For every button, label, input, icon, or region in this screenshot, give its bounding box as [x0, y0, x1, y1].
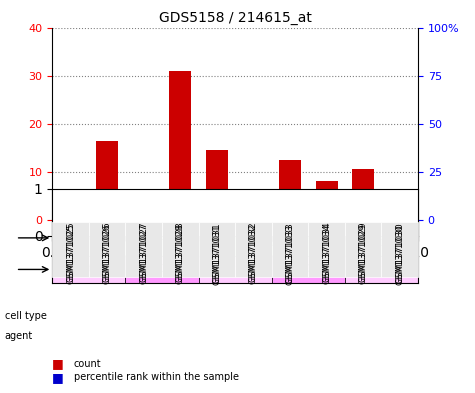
Text: GSM1371033: GSM1371033 — [285, 222, 294, 283]
Text: control: control — [364, 264, 399, 274]
Text: EtOH: EtOH — [150, 264, 174, 274]
Text: GSM1371034: GSM1371034 — [322, 222, 331, 283]
Text: undifferentiated
H1 hESC parent: undifferentiated H1 hESC parent — [345, 228, 418, 248]
Text: ■: ■ — [52, 357, 64, 370]
Text: cell type: cell type — [5, 311, 47, 321]
Text: count: count — [74, 358, 101, 369]
FancyBboxPatch shape — [272, 256, 345, 283]
Bar — [249, 216, 258, 220]
Bar — [285, 204, 294, 220]
Bar — [389, 200, 411, 220]
Bar — [322, 206, 331, 220]
FancyBboxPatch shape — [125, 256, 199, 283]
Text: GSM1371028: GSM1371028 — [176, 222, 185, 283]
Text: differentiated neural rosettes: differentiated neural rosettes — [58, 233, 192, 242]
Bar — [59, 217, 82, 220]
Text: control: control — [218, 264, 252, 274]
Text: GSM1371031: GSM1371031 — [212, 222, 221, 283]
Text: GSM1371027: GSM1371027 — [139, 224, 148, 285]
Bar — [169, 71, 191, 220]
Text: GSM1371032: GSM1371032 — [249, 224, 258, 285]
FancyBboxPatch shape — [345, 220, 418, 256]
Text: GSM1371026: GSM1371026 — [103, 222, 112, 283]
Bar — [212, 204, 221, 220]
Bar — [315, 182, 338, 220]
Bar — [133, 189, 155, 220]
Text: GSM1371025: GSM1371025 — [66, 224, 75, 285]
Text: agent: agent — [5, 331, 33, 341]
Text: GSM1371028: GSM1371028 — [176, 224, 185, 285]
Text: differentiated neural
progenitor cells: differentiated neural progenitor cells — [225, 228, 319, 248]
Bar — [96, 141, 118, 220]
Bar — [352, 169, 374, 220]
Text: control: control — [72, 264, 106, 274]
Text: EtOH: EtOH — [296, 264, 321, 274]
Bar — [103, 202, 112, 220]
Text: ■: ■ — [52, 371, 64, 384]
Bar — [66, 218, 75, 220]
Text: GSM1371030: GSM1371030 — [395, 224, 404, 285]
FancyBboxPatch shape — [199, 256, 272, 283]
Text: GSM1371027: GSM1371027 — [139, 222, 148, 283]
Text: GSM1371029: GSM1371029 — [359, 222, 368, 283]
Bar — [359, 204, 368, 220]
Text: GSM1371030: GSM1371030 — [395, 222, 404, 283]
Text: GSM1371026: GSM1371026 — [103, 224, 112, 285]
FancyBboxPatch shape — [52, 220, 199, 256]
FancyBboxPatch shape — [52, 256, 125, 283]
FancyBboxPatch shape — [199, 220, 345, 256]
Text: GSM1371029: GSM1371029 — [359, 224, 368, 285]
Bar — [206, 150, 228, 220]
FancyBboxPatch shape — [345, 256, 418, 283]
Bar — [139, 211, 148, 220]
Bar — [242, 213, 265, 220]
Bar — [176, 194, 185, 220]
Text: GSM1371025: GSM1371025 — [66, 222, 75, 283]
Bar — [279, 160, 301, 220]
Text: GSM1371032: GSM1371032 — [249, 222, 258, 283]
Title: GDS5158 / 214615_at: GDS5158 / 214615_at — [159, 11, 312, 25]
Bar — [395, 213, 404, 220]
Text: GSM1371031: GSM1371031 — [212, 224, 221, 285]
Text: GSM1371034: GSM1371034 — [322, 224, 331, 285]
Text: percentile rank within the sample: percentile rank within the sample — [74, 372, 238, 382]
Text: GSM1371033: GSM1371033 — [285, 224, 294, 285]
